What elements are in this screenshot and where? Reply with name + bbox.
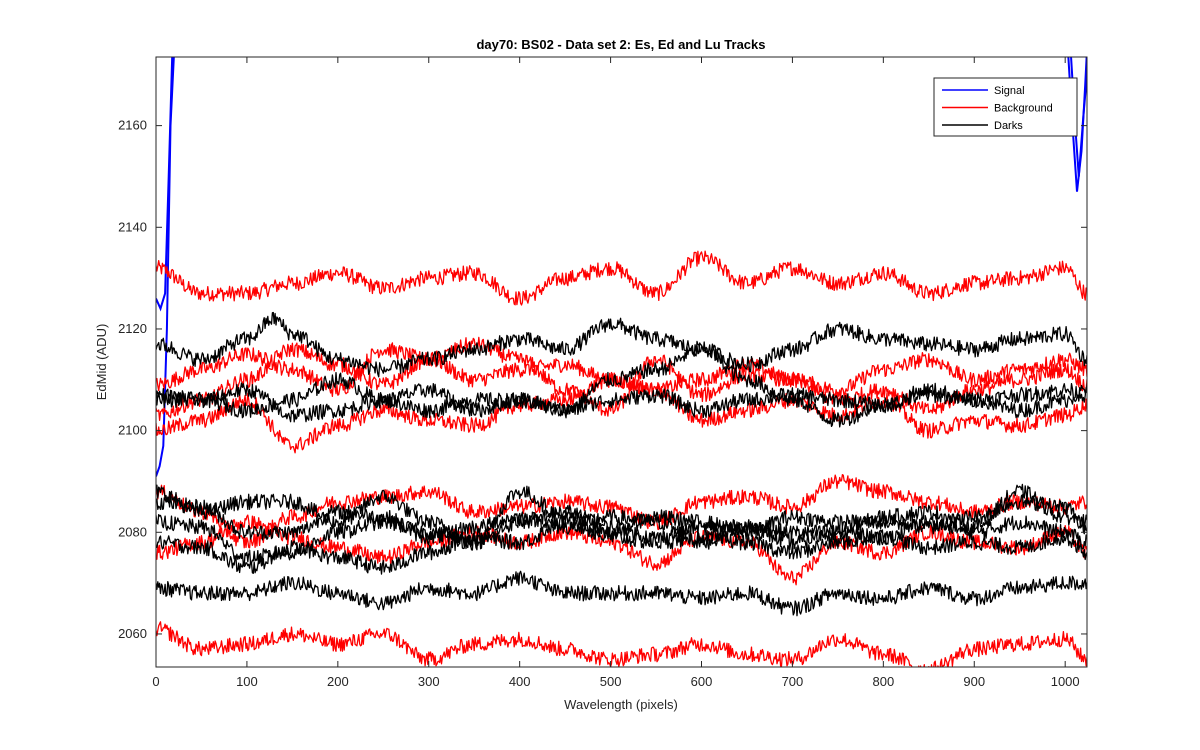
background-series-line bbox=[156, 473, 1087, 549]
y-axis: 2060 2080 2100 2120 2140 2160 bbox=[118, 118, 1087, 641]
y-tick-label: 2100 bbox=[118, 423, 147, 438]
y-axis-label: EdMid (ADU) bbox=[94, 324, 109, 401]
darks-series-line bbox=[156, 341, 1087, 428]
axes-box bbox=[155, 56, 1088, 668]
y-tick-label: 2120 bbox=[118, 321, 147, 336]
x-tick-label: 400 bbox=[509, 674, 531, 689]
x-tick-label: 200 bbox=[327, 674, 349, 689]
y-tick-label: 2080 bbox=[118, 524, 147, 539]
signal-series-line bbox=[156, 57, 175, 477]
x-tick-label: 100 bbox=[236, 674, 258, 689]
x-tick-label: 1000 bbox=[1051, 674, 1080, 689]
y-tick-label: 2140 bbox=[118, 219, 147, 234]
background-series-line bbox=[156, 336, 1087, 421]
background-series-line bbox=[156, 342, 1087, 398]
y-tick-label: 2160 bbox=[118, 118, 147, 133]
series-layer bbox=[156, 57, 1087, 667]
x-tick-label: 700 bbox=[782, 674, 804, 689]
x-tick-label: 600 bbox=[691, 674, 713, 689]
legend-label-signal: Signal bbox=[994, 85, 1025, 97]
legend-label-darks: Darks bbox=[994, 120, 1023, 132]
x-tick-label: 500 bbox=[600, 674, 622, 689]
background-series-line bbox=[156, 514, 1087, 586]
darks-series-line bbox=[156, 484, 1087, 549]
darks-series-line bbox=[156, 311, 1087, 378]
background-series-line bbox=[156, 250, 1087, 306]
x-axis-label: Wavelength (pixels) bbox=[564, 697, 678, 712]
darks-series-line bbox=[156, 371, 1087, 419]
x-tick-label: 800 bbox=[872, 674, 894, 689]
x-tick-label: 900 bbox=[963, 674, 985, 689]
legend-label-background: Background bbox=[994, 103, 1053, 115]
darks-series-line bbox=[156, 514, 1087, 575]
y-tick-label: 2060 bbox=[118, 626, 147, 641]
darks-series-line bbox=[156, 570, 1087, 617]
x-tick-label: 300 bbox=[418, 674, 440, 689]
background-series-line bbox=[156, 621, 1087, 667]
x-tick-label: 0 bbox=[152, 674, 159, 689]
legend: Signal Background Darks bbox=[933, 77, 1078, 137]
x-axis: 0 100 200 300 400 500 600 700 800 900 1000 bbox=[152, 57, 1080, 689]
chart-title: day70: BS02 - Data set 2: Es, Ed and Lu … bbox=[476, 37, 765, 52]
